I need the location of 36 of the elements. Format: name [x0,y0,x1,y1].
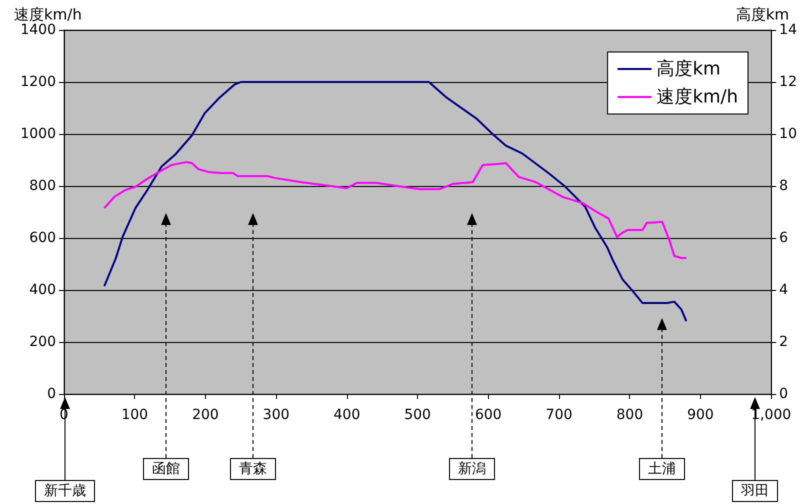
x-tick-label: 700 [546,407,572,423]
text: 土浦 [639,458,685,480]
y-tick-label: 1400 [20,22,56,38]
text: 羽田 [732,480,778,502]
y2-tick-label: 12 [779,74,798,90]
text: 青森 [230,458,276,480]
line-series [103,161,688,260]
y-tick-label: 800 [29,178,56,194]
x-tick-label: 600 [474,407,502,423]
y-tick-label: 1200 [20,74,56,90]
y-tick-label: 600 [29,230,56,246]
x-tick-label: 800 [616,407,644,423]
y2-tick-label: 10 [779,126,798,142]
y-tick-label: 400 [29,282,56,298]
y2-tick-label: 6 [779,230,788,246]
y2-tick-label: 8 [779,178,788,194]
x-tick-label: 400 [334,407,360,423]
legend-label: 高度km [656,58,721,80]
y-tick-label: 0 [47,386,56,402]
y2-tick-label: 0 [779,386,788,402]
y-axis-title: 速度km/h [14,6,82,24]
legend-label: 速度km/h [656,86,738,108]
x-tick-label: 100 [121,407,148,423]
text: 函館 [143,458,189,480]
y2-tick-label: 2 [779,334,788,350]
y-tick-label: 1000 [20,126,56,142]
text: 新潟 [449,458,495,480]
x-tick-label: 900 [687,407,714,423]
x-tick-label: 500 [404,407,431,423]
y2-axis-title: 高度km [736,6,790,24]
y-tick-label: 200 [29,334,56,350]
text: 新千歳 [35,480,95,502]
y2-tick-label: 4 [779,282,788,298]
y2-tick-label: 14 [779,22,798,38]
x-tick-label: 200 [192,407,219,423]
x-tick-label: 300 [262,407,290,423]
